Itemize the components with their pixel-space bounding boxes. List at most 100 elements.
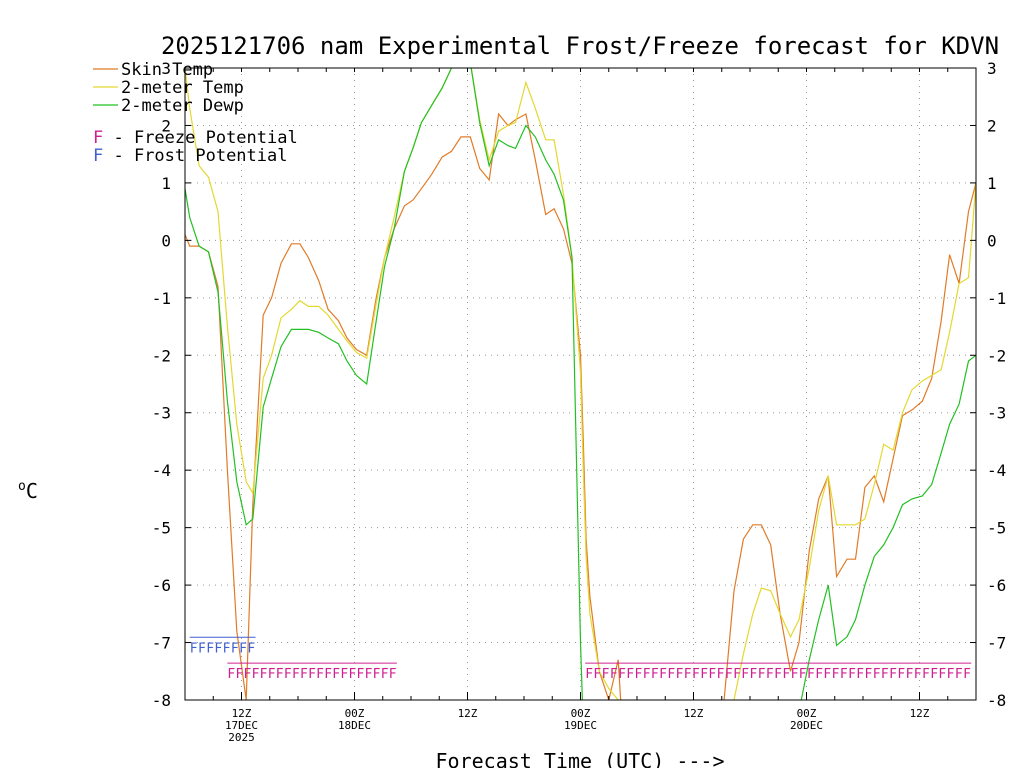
- freeze-potential-glyph: F: [725, 667, 733, 682]
- freeze-potential-glyph: F: [593, 667, 601, 682]
- y-tick-label-left: -7: [152, 634, 171, 653]
- freeze-potential-glyph: F: [955, 667, 963, 682]
- series-2-meter-dewp: [185, 68, 976, 700]
- y-tick-label-right: -6: [987, 576, 1006, 595]
- legend-label: 2-meter Dewp: [121, 96, 244, 116]
- freeze-potential-glyph: F: [717, 667, 725, 682]
- x-tick-label: 00Z: [797, 707, 817, 720]
- y-tick-label-right: 1: [987, 174, 997, 193]
- freeze-potential-glyph: F: [324, 667, 332, 682]
- legend-label: 2-meter Temp: [121, 78, 244, 98]
- freeze-potential-glyph: F: [733, 667, 741, 682]
- freeze-potential-glyph: F: [791, 667, 799, 682]
- x-tick-label: 18DEC: [338, 719, 371, 732]
- freeze-potential-glyph: F: [618, 667, 626, 682]
- axis-ticks: 3 3 2 2 1 1 0 0 -1 -1 -2 -2 -3 -3 -4 -4 -5 -5 -6 -6 -7 -7 -8 -8…: [152, 59, 1007, 744]
- freeze-potential-glyph: F: [774, 667, 782, 682]
- freeze-potential-glyph: F: [651, 667, 659, 682]
- y-tick-label-left: -3: [152, 404, 171, 423]
- y-tick-label-left: -8: [152, 691, 171, 710]
- frost-potential-glyph: F: [206, 641, 214, 656]
- freeze-potential-glyph: F: [381, 667, 389, 682]
- freeze-potential-glyph: F: [235, 667, 243, 682]
- chart-title: 2025121706 nam Experimental Frost/Freeze…: [161, 32, 999, 60]
- freeze-potential-glyph: F: [938, 667, 946, 682]
- freeze-potential-glyph: F: [585, 667, 593, 682]
- legend-glyph: F: [93, 128, 103, 148]
- freeze-potential-glyph: F: [766, 667, 774, 682]
- freeze-potential-glyph: F: [906, 667, 914, 682]
- freeze-potential-glyph: F: [252, 667, 260, 682]
- frost-potential-glyph: F: [190, 641, 198, 656]
- freeze-potential-glyph: F: [692, 667, 700, 682]
- series-layer: [185, 68, 976, 700]
- frost-potential-glyph: F: [214, 641, 222, 656]
- freeze-potential-glyph: F: [389, 667, 397, 682]
- y-tick-label-right: -5: [987, 519, 1006, 538]
- freeze-potential-glyph: F: [357, 667, 365, 682]
- freeze-potential-glyph: F: [676, 667, 684, 682]
- freeze-potential-glyph: F: [308, 667, 316, 682]
- freeze-potential-glyph: F: [889, 667, 897, 682]
- freeze-potential-glyph: F: [602, 667, 610, 682]
- y-tick-label-right: -3: [987, 404, 1006, 423]
- freeze-potential-glyph: F: [700, 667, 708, 682]
- x-tick-label: 17DEC: [225, 719, 258, 732]
- y-tick-label-right: 2: [987, 116, 997, 135]
- freeze-potential-glyph: F: [782, 667, 790, 682]
- freeze-potential-glyph: F: [284, 667, 292, 682]
- freeze-potential-glyph: F: [667, 667, 675, 682]
- y-tick-label-left: 1: [161, 174, 171, 193]
- x-tick-label: 12Z: [910, 707, 930, 720]
- y-tick-label-right: -4: [987, 461, 1006, 480]
- freeze-potential-glyph: F: [741, 667, 749, 682]
- freeze-potential-glyph: F: [897, 667, 905, 682]
- freeze-potential-glyph: F: [316, 667, 324, 682]
- x-tick-label: 12Z: [684, 707, 704, 720]
- y-tick-label-right: -7: [987, 634, 1006, 653]
- legend-label: - Frost Potential: [103, 146, 287, 166]
- y-tick-label-right: 3: [987, 59, 997, 78]
- freeze-potential-glyph: F: [244, 667, 252, 682]
- freeze-potential-glyph: F: [807, 667, 815, 682]
- freeze-potential-glyph: F: [634, 667, 642, 682]
- freeze-potential-glyph: F: [684, 667, 692, 682]
- x-tick-label: 12Z: [232, 707, 252, 720]
- freeze-potential-glyph: F: [300, 667, 308, 682]
- y-tick-label-left: 3: [161, 59, 171, 78]
- freeze-potential-glyph: F: [626, 667, 634, 682]
- x-tick-label: 20DEC: [790, 719, 823, 732]
- freeze-potential-glyph: F: [881, 667, 889, 682]
- x-tick-label: 12Z: [458, 707, 478, 720]
- frost-potential-glyph: F: [198, 641, 206, 656]
- freeze-potential-glyph: F: [365, 667, 373, 682]
- freeze-potential-glyph: F: [815, 667, 823, 682]
- freeze-potential-glyph: F: [840, 667, 848, 682]
- freeze-potential-glyph: F: [930, 667, 938, 682]
- freeze-potential-glyph: F: [292, 667, 300, 682]
- y-tick-label-left: 0: [161, 231, 171, 250]
- freeze-potential-glyph: F: [799, 667, 807, 682]
- legend-glyph: F: [93, 146, 103, 166]
- freeze-potential-glyph: F: [268, 667, 276, 682]
- freeze-potential-glyph: F: [659, 667, 667, 682]
- frost-potential-glyph: F: [231, 641, 239, 656]
- freeze-potential-glyph: F: [749, 667, 757, 682]
- freeze-potential-glyph: F: [823, 667, 831, 682]
- frost-potential-glyph: F: [247, 641, 255, 656]
- freeze-potential-glyph: F: [865, 667, 873, 682]
- legend-entry: F - Frost Potential: [93, 146, 287, 166]
- series-2-meter-temp: [185, 68, 976, 700]
- degree-sign: o: [18, 479, 26, 494]
- x-tick-label: 00Z: [345, 707, 365, 720]
- y-tick-label-right: 0: [987, 231, 997, 250]
- x-tick-label: 2025: [228, 731, 255, 744]
- freeze-potential-glyph: F: [914, 667, 922, 682]
- y-tick-label-left: -5: [152, 519, 171, 538]
- potential-markers: F F F F F F F FF F F F F F F F F F F F F F F F F F F F F F F F F F F F F F F F…: [189, 636, 972, 682]
- freeze-potential-glyph: F: [332, 667, 340, 682]
- series-skin-temp: [185, 112, 976, 700]
- x-tick-label: 00Z: [571, 707, 591, 720]
